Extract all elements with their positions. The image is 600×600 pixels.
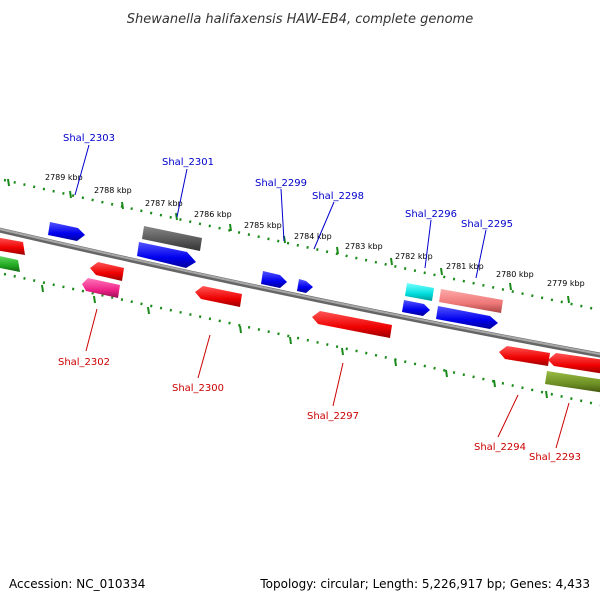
gene-arrow-salmon[interactable] — [439, 289, 503, 313]
gene-arrow-shal-2298[interactable] — [297, 279, 313, 293]
gene-label[interactable]: Shal_2300 — [172, 383, 224, 394]
gene-arrow-red-right[interactable] — [548, 353, 600, 374]
gene-arrow-edge-red[interactable] — [0, 237, 25, 255]
gene-arrow-edge-green[interactable] — [0, 255, 20, 272]
gene-arrow-shal-2300[interactable] — [195, 286, 242, 307]
gene-arrow-gray[interactable] — [142, 226, 202, 251]
gene-label[interactable]: Shal_2297 — [307, 411, 359, 422]
gene-label[interactable]: Shal_2302 — [58, 357, 110, 368]
forward-gene-labels: Shal_2303 Shal_2301 Shal_2299 Shal_2298 … — [63, 133, 513, 230]
gene-label[interactable]: Shal_2294 — [474, 442, 526, 453]
reverse-strand-genes — [0, 237, 600, 393]
outer-major-ticks — [7, 178, 570, 304]
tick-label: 2781 kbp — [446, 262, 484, 271]
tick-label: 2788 kbp — [94, 186, 132, 195]
gene-label[interactable]: Shal_2299 — [255, 178, 307, 189]
tick-label: 2779 kbp — [547, 279, 585, 288]
accession-text: Accession: NC_010334 — [9, 577, 146, 591]
gene-label[interactable]: Shal_2303 — [63, 133, 115, 144]
gene-arrow-shal-2301[interactable] — [137, 242, 196, 268]
gene-arrow-red-small[interactable] — [90, 262, 124, 281]
genome-title: Shewanella halifaxensis HAW-EB4, complet… — [127, 12, 473, 27]
gene-arrow-shal-2295[interactable] — [436, 306, 498, 329]
gene-arrow-shal-2294[interactable] — [499, 346, 550, 366]
tick-label: 2783 kbp — [345, 242, 383, 251]
gene-arrow-shal-2293[interactable] — [545, 371, 600, 393]
gene-arrow-shal-2299[interactable] — [261, 271, 287, 288]
tick-labels: 2789 kbp 2788 kbp 2787 kbp 2786 kbp 2785… — [45, 173, 585, 288]
tick-label: 2789 kbp — [45, 173, 83, 182]
gene-label[interactable]: Shal_2298 — [312, 191, 364, 202]
gene-label[interactable]: Shal_2296 — [405, 209, 457, 220]
forward-label-leaders — [74, 144, 487, 279]
reverse-gene-labels: Shal_2302 Shal_2300 Shal_2297 Shal_2294 … — [58, 357, 581, 463]
tick-label: 2784 kbp — [294, 232, 332, 241]
tick-label: 2782 kbp — [395, 252, 433, 261]
reverse-label-leaders — [85, 308, 570, 449]
gene-label[interactable]: Shal_2301 — [162, 157, 214, 168]
gene-arrow-shal-2297[interactable] — [312, 311, 392, 338]
gene-arrow-shal-2303[interactable] — [48, 222, 85, 241]
tick-label: 2787 kbp — [145, 199, 183, 208]
gene-label[interactable]: Shal_2295 — [461, 219, 513, 230]
tick-label: 2780 kbp — [496, 270, 534, 279]
gene-label[interactable]: Shal_2293 — [529, 452, 581, 463]
gene-arrow-cyan[interactable] — [405, 283, 434, 301]
tick-label: 2785 kbp — [244, 221, 282, 230]
gene-arrow-shal-2296[interactable] — [402, 300, 430, 316]
gene-arrow-shal-2302[interactable] — [82, 278, 120, 298]
forward-strand-genes — [48, 222, 503, 329]
inner-major-ticks — [41, 284, 548, 399]
tick-label: 2786 kbp — [194, 210, 232, 219]
topology-text: Topology: circular; Length: 5,226,917 bp… — [260, 577, 590, 591]
